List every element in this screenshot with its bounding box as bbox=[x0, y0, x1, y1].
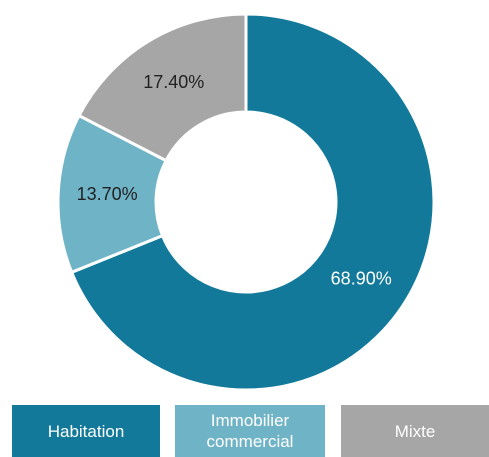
donut-area: 68.90% 13.70% 17.40% bbox=[56, 12, 436, 392]
donut-slice bbox=[56, 113, 169, 275]
legend-item: Mixte bbox=[341, 405, 489, 457]
data-label: 13.70% bbox=[77, 184, 138, 204]
donut-slice bbox=[77, 12, 248, 163]
data-label: 68.90% bbox=[331, 269, 392, 289]
donut-slice bbox=[69, 12, 436, 392]
legend-item: Habitation bbox=[12, 405, 160, 457]
data-label: 17.40% bbox=[143, 72, 204, 92]
legend-item: Immobilier commercial bbox=[175, 405, 325, 457]
